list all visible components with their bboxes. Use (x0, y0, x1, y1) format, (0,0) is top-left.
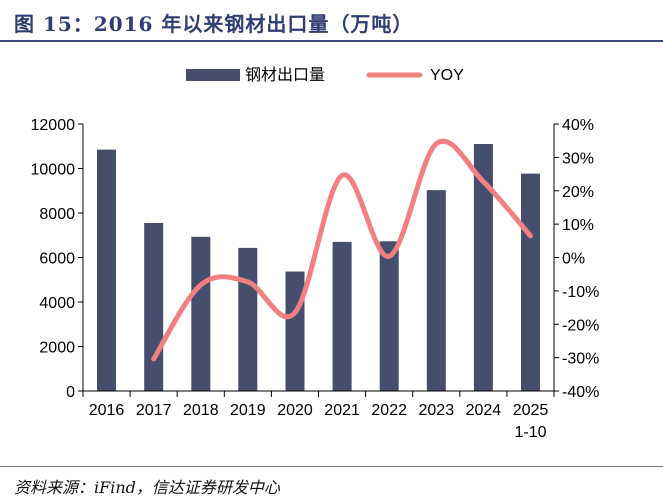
x-tick-label: 2017 (136, 402, 172, 419)
x-tick-label: 2018 (183, 402, 219, 419)
bar-2022 (379, 241, 399, 391)
bar-2025 (521, 173, 540, 391)
x-tick-label: 2020 (277, 402, 313, 419)
figure-title: 图 15：2016 年以来钢材出口量（万吨） (14, 12, 414, 36)
right-tick-label: 40% (562, 117, 594, 134)
left-tick-label: 12000 (31, 117, 76, 134)
right-tick-label: -10% (562, 284, 599, 301)
legend-swatch-exports (186, 69, 240, 81)
bar-2019 (238, 247, 258, 391)
right-tick-label: -30% (562, 351, 599, 368)
yoy-line (151, 138, 533, 362)
bar-2020 (285, 271, 305, 391)
x-tick-label: 2022 (371, 402, 407, 419)
x-tick-label: 2021 (324, 402, 360, 419)
left-tick-label: 10000 (31, 162, 76, 179)
x-tick-label: 2025 (513, 402, 549, 419)
source-note: 资料来源：iFind，信达证券研发中心 (14, 478, 280, 497)
chart: 钢材出口量 YOY 0 2000 4000 6000 8000 10000 12000 -40% -… (31, 65, 600, 441)
x-tick-label: 2019 (230, 402, 266, 419)
bar-2024 (473, 144, 493, 391)
right-tick-label: 30% (562, 150, 594, 167)
x-tick-label: 2023 (419, 402, 455, 419)
legend-label-exports: 钢材出口量 (245, 65, 325, 84)
left-tick-label: 6000 (39, 251, 75, 268)
right-tick-label: 0% (562, 251, 585, 268)
bar-2023 (426, 190, 446, 391)
left-tick-label: 0 (66, 384, 75, 401)
bar-2021 (332, 241, 352, 391)
left-tick-label: 4000 (39, 295, 75, 312)
legend-label-yoy: YOY (430, 67, 464, 84)
left-tick-label: 2000 (39, 340, 75, 357)
footer-divider (0, 466, 663, 467)
title-bar: 图 15：2016 年以来钢材出口量（万吨） (0, 0, 663, 42)
bar-2018 (191, 236, 211, 391)
right-tick-label: 10% (562, 217, 594, 234)
left-tick-label: 8000 (39, 206, 75, 223)
right-tick-label: -20% (562, 317, 599, 334)
x-tick-label: 1-10 (514, 424, 546, 441)
x-tick-label: 2024 (466, 402, 502, 419)
right-tick-label: 20% (562, 184, 594, 201)
bar-2016 (97, 149, 116, 391)
bar-2017 (144, 223, 164, 391)
right-tick-label: -40% (562, 384, 599, 401)
x-tick-label: 2016 (89, 402, 125, 419)
